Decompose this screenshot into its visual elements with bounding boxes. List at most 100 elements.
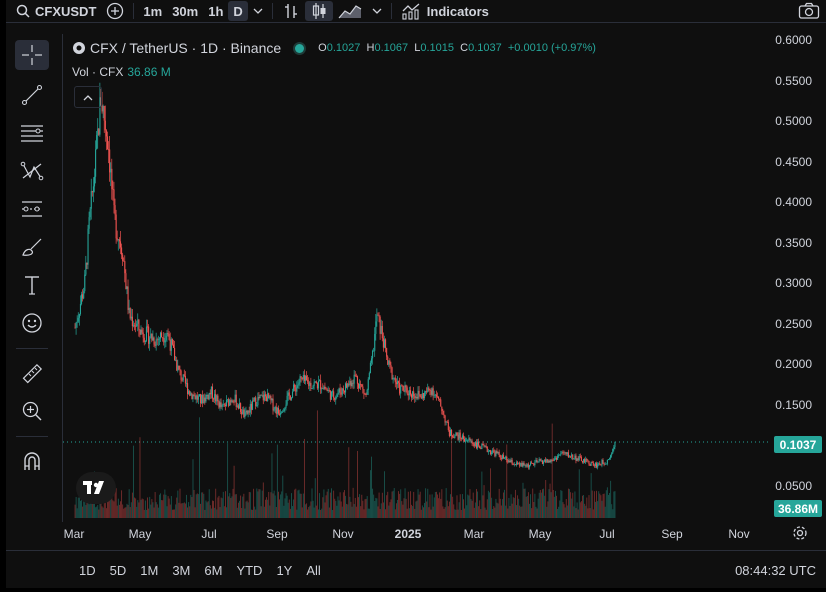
- volume-bar: [167, 496, 169, 518]
- trend-line-tool[interactable]: [15, 80, 49, 110]
- candle-body: [599, 463, 601, 465]
- candle-body: [440, 399, 442, 407]
- volume-bar: [169, 504, 171, 518]
- candle-body: [132, 325, 135, 327]
- candle-body: [431, 388, 433, 395]
- forecast-icon: [22, 201, 42, 217]
- volume-bar: [331, 488, 332, 518]
- time-tick-label: Mar: [63, 527, 85, 541]
- candle-body: [104, 120, 106, 131]
- volume-bar: [241, 508, 243, 518]
- volume-bar: [385, 509, 387, 518]
- volume-bar: [497, 503, 499, 518]
- volume-bar: [387, 491, 389, 518]
- range-1d[interactable]: 1D: [79, 562, 96, 578]
- candles-style-button[interactable]: [304, 1, 333, 21]
- zoom-tool[interactable]: [15, 396, 49, 426]
- pattern-tool[interactable]: [15, 156, 49, 186]
- emoji-tool[interactable]: [15, 308, 49, 338]
- bar-style-button[interactable]: [277, 0, 305, 22]
- symbol-search[interactable]: CFXUSDT: [6, 0, 101, 22]
- interval-1h[interactable]: 1h: [208, 3, 224, 19]
- interval-dropdown[interactable]: [248, 0, 268, 22]
- candle-body: [481, 443, 483, 450]
- volume-bar: [133, 445, 134, 518]
- indicators-button[interactable]: Indicators: [396, 0, 494, 22]
- volume-bar: [86, 495, 88, 518]
- volume-bar: [216, 509, 218, 518]
- chart-type-dropdown[interactable]: [367, 0, 387, 22]
- candle-body: [165, 335, 167, 341]
- area-chart-icon: [338, 5, 362, 19]
- candle-body: [275, 406, 277, 414]
- volume-bar: [432, 506, 434, 518]
- volume-bar: [275, 507, 277, 518]
- candle-body: [99, 97, 101, 135]
- range-1y[interactable]: 1Y: [276, 562, 293, 578]
- range-ytd[interactable]: YTD: [236, 562, 263, 578]
- magnet-tool[interactable]: [15, 446, 49, 476]
- volume-bar: [437, 494, 438, 518]
- range-3m[interactable]: 3M: [172, 562, 191, 578]
- tradingview-logo[interactable]: [76, 472, 116, 504]
- volume-bar: [361, 494, 363, 518]
- interval-1m[interactable]: 1m: [143, 3, 163, 19]
- volume-bar: [114, 490, 116, 518]
- candle-body: [498, 451, 500, 456]
- volume-bar: [466, 505, 468, 518]
- interval-1d[interactable]: D: [228, 1, 248, 21]
- candle-body: [539, 458, 541, 461]
- volume-bar: [158, 494, 160, 518]
- volume-bar: [326, 491, 328, 518]
- volume-bar: [267, 499, 269, 518]
- price-chart[interactable]: [63, 34, 771, 522]
- candle-body: [320, 380, 322, 390]
- collapse-legend-button[interactable]: [74, 86, 102, 108]
- compare-button[interactable]: [101, 0, 129, 22]
- chart-settings-button[interactable]: [792, 525, 808, 541]
- volume-bar: [524, 488, 526, 518]
- volume-bar: [115, 488, 117, 518]
- volume-bar: [379, 508, 381, 518]
- range-all[interactable]: All: [306, 562, 321, 578]
- volume-bar: [168, 498, 170, 518]
- range-6m[interactable]: 6M: [204, 562, 223, 578]
- candle-body: [489, 450, 492, 455]
- candle-body: [205, 394, 207, 402]
- volume-bar: [468, 495, 470, 518]
- volume-bar: [520, 506, 522, 518]
- candle-body: [185, 383, 188, 384]
- volume-bar: [302, 493, 304, 518]
- brush-tool[interactable]: [15, 232, 49, 262]
- interval-30m[interactable]: 30m: [172, 3, 199, 19]
- candle-body: [232, 400, 234, 402]
- chart-pane[interactable]: [62, 34, 771, 522]
- symbol-title[interactable]: CFX / TetherUS · 1D · Binance: [90, 40, 282, 56]
- volume-bar: [314, 478, 316, 518]
- volume-bar: [365, 498, 367, 518]
- market-status-icon[interactable]: [295, 43, 305, 53]
- utc-clock[interactable]: 08:44:32 UTC: [735, 562, 816, 578]
- range-1m[interactable]: 1M: [140, 562, 159, 578]
- area-style-button[interactable]: [333, 0, 367, 22]
- volume-bar: [154, 492, 156, 518]
- volume-bar: [203, 493, 205, 518]
- volume-bar: [204, 509, 206, 518]
- volume-bar: [206, 502, 208, 518]
- text-tool[interactable]: [15, 270, 49, 300]
- candle-body: [484, 446, 486, 447]
- volume-bar: [442, 506, 444, 518]
- candle-body: [421, 393, 423, 399]
- projection-tool[interactable]: [15, 194, 49, 224]
- fib-tool[interactable]: [15, 118, 49, 148]
- range-5d[interactable]: 5D: [109, 562, 127, 578]
- candle-body: [535, 460, 537, 463]
- snapshot-button[interactable]: [793, 0, 826, 22]
- volume-bar: [391, 491, 393, 518]
- measure-tool[interactable]: [15, 359, 49, 389]
- crosshair-tool[interactable]: [15, 40, 49, 70]
- volume-bar: [456, 495, 458, 518]
- candle-body: [78, 314, 80, 318]
- candle-body: [550, 460, 552, 463]
- candle-body: [125, 273, 127, 290]
